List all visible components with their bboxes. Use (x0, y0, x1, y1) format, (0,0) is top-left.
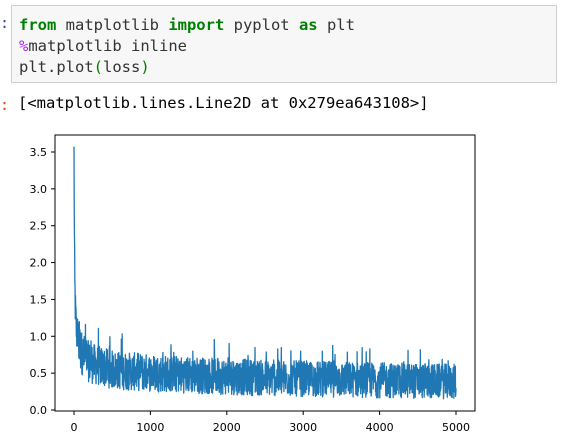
output-prompt-marker: : (0, 96, 10, 114)
import-target: pyplot (224, 16, 299, 34)
x-tick-label: 4000 (366, 421, 394, 434)
open-paren: ( (93, 58, 103, 76)
magic-command: matplotlib inline (28, 37, 187, 55)
close-paren: ) (140, 58, 150, 76)
x-tick-label: 5000 (442, 421, 470, 434)
x-tick-label: 3000 (289, 421, 317, 434)
keyword-import: import (168, 16, 225, 34)
module-name: matplotlib (56, 16, 169, 34)
code-line-2: %matplotlib inline (19, 36, 187, 56)
code-cell[interactable]: from matplotlib import pyplot as plt %ma… (11, 5, 557, 83)
y-tick-label: 0.5 (30, 367, 48, 380)
x-tick-label: 0 (71, 421, 78, 434)
y-tick-label: 0.0 (30, 404, 48, 417)
loss-series-line (73, 146, 457, 400)
code-line-3: plt.plot(loss) (19, 57, 150, 77)
input-prompt-marker: : (0, 14, 10, 32)
keyword-as: as (298, 16, 318, 34)
function-call: plt.plot (19, 58, 94, 76)
magic-symbol: % (19, 37, 29, 55)
y-tick-label: 3.0 (30, 183, 48, 196)
y-tick-label: 2.5 (30, 220, 48, 233)
y-tick-label: 3.5 (30, 146, 48, 159)
keyword-from: from (19, 16, 57, 34)
code-line-1: from matplotlib import pyplot as plt (19, 15, 355, 35)
plot-frame (54, 134, 476, 412)
plot-series-group (73, 146, 457, 400)
x-tick-label: 1000 (136, 421, 164, 434)
function-argument: loss (103, 58, 141, 76)
axes-group: 0 1000 2000 3000 4000 5000 0.0 0.5 1.0 1.5 2.0 2.5 3… (30, 146, 471, 434)
y-tick-label: 1.5 (30, 293, 48, 306)
y-tick-label: 2.0 (30, 257, 48, 270)
y-tick-label: 1.0 (30, 330, 48, 343)
import-alias: plt (317, 16, 355, 34)
x-tick-label: 2000 (213, 421, 241, 434)
output-repr: [<matplotlib.lines.Line2D at 0x279ea6431… (18, 94, 429, 112)
